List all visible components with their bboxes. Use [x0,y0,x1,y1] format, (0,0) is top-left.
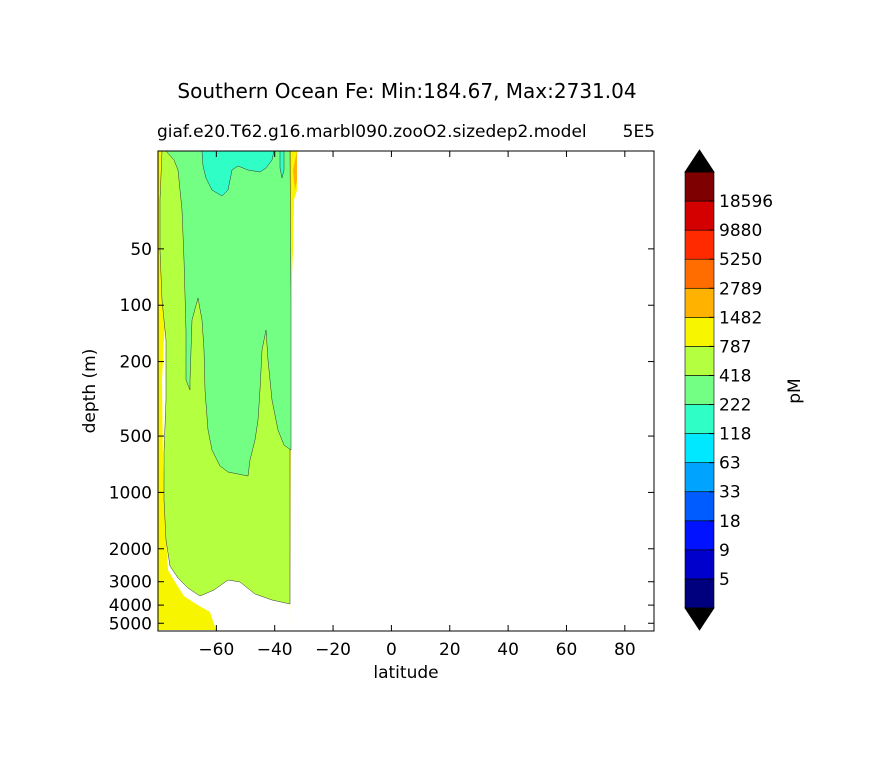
x-tick-label: −60 [198,640,234,660]
colorbar-segment [684,491,715,522]
colorbar-segment [684,171,715,202]
region-1482-2789 [158,151,297,630]
y-tick-label: 500 [120,427,152,447]
colorbar-segment [684,578,715,609]
x-tick-label: 40 [497,640,519,660]
colorbar-level-label: 9880 [719,221,762,241]
colorbar-level-label: 2789 [719,279,762,299]
y-tick-label: 200 [120,353,152,373]
x-tick-label: 80 [614,640,636,660]
colorbar-extend-max [684,149,715,173]
x-tick-label: 0 [386,640,397,660]
colorbar-level-label: 787 [719,337,751,357]
contour-layer [158,150,297,630]
y-tick-label: 50 [130,240,152,260]
chart-title: Southern Ocean Fe: Min:184.67, Max:2731.… [177,79,636,103]
region-418-787 [165,150,292,477]
colorbar-segment [684,258,715,289]
y-tick-label: 100 [120,296,152,316]
colorbar: 5 9 18 33 63 118 222 418 787 1482 2789 5250 9880 1859… [684,149,773,631]
colorbar-level-label: 33 [719,483,741,503]
y-tick-label: 3000 [109,573,152,593]
colorbar-segment [684,346,715,376]
y-axis-label: depth (m) [80,349,100,434]
colorbar-label: pM [785,378,805,403]
colorbar-level-label: 18596 [719,192,773,212]
y-tick-label: 2000 [109,540,152,560]
x-tick-label: −20 [315,640,351,660]
colorbar-segment [684,433,715,463]
x-axis-label: latitude [373,663,438,683]
y-tick-label: 1000 [109,483,152,503]
colorbar-level-label: 222 [719,396,751,416]
colorbar-level-label: 418 [719,366,751,386]
colorbar-level-label: 118 [719,425,751,445]
colorbar-segment [684,375,715,405]
colorbar-level-label: 63 [719,454,741,474]
colorbar-level-label: 1482 [719,308,762,328]
colorbar-segment [684,404,715,434]
colorbar-segment [684,200,715,231]
colorbar-segment [684,287,715,318]
x-tick-label: −40 [257,640,293,660]
x-tick-label: 60 [556,640,578,660]
y-tick-label: 5000 [109,614,152,634]
x-axis: −60 −40 −20 0 20 40 60 80 [198,151,636,660]
colorbar-level-label: 18 [719,512,741,532]
plot-frame [157,150,655,632]
colorbar-level-label: 5 [719,570,730,590]
y-tick-label: 4000 [109,596,152,616]
colorbar-extend-min [684,607,715,631]
chart-subtitle-left: giaf.e20.T62.g16.marbl090.zooO2.sizedep2… [157,122,587,142]
colorbar-segment [684,549,715,580]
colorbar-segment [684,462,715,493]
region-2789-5250 [293,151,297,190]
colorbar-segment [684,317,715,347]
colorbar-level-label: 5250 [719,250,762,270]
colorbar-segment [684,520,715,551]
x-tick-label: 20 [439,640,461,660]
colorbar-level-label: 9 [719,541,730,561]
chart-subtitle-right: 5E5 [623,122,655,142]
region-222-418-a [201,150,275,197]
colorbar-segment [684,229,715,260]
